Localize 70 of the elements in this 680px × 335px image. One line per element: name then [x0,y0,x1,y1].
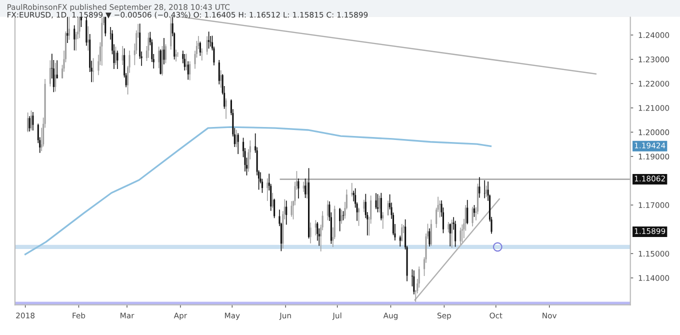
candlestick [451,219,453,248]
candlestick [342,210,344,221]
candlestick [378,195,380,213]
candlestick [74,24,76,51]
candlestick [225,98,227,120]
candlestick [186,53,188,71]
candlestick [237,132,239,154]
candlestick [114,46,116,66]
candlestick [290,200,292,218]
candlestick [454,220,456,248]
line-series [24,126,492,256]
candlestick [189,60,191,81]
candlestick [66,16,68,44]
candlestick [339,208,341,232]
candlestick [375,192,377,210]
candlestick [486,185,488,198]
candlestick [340,209,342,224]
candlestick [49,60,51,87]
candlestick [116,50,118,70]
candlestick [460,227,462,246]
candlestick [473,204,476,218]
candlestick [184,54,186,71]
candlestick [158,46,160,69]
candlestick [54,62,56,92]
candlestick [86,16,88,46]
candlestick [430,219,432,246]
candlestick [401,224,403,242]
candlestick [478,176,480,198]
candlestick [122,46,124,66]
candlestick [326,200,329,221]
candlestick [472,206,474,227]
candlestick [160,48,162,75]
candlestick [78,16,80,39]
candlestick [104,16,106,37]
candlestick [298,178,300,199]
candlestick [220,70,222,88]
candlestick [164,44,166,64]
candlestick [199,41,201,56]
candlestick [382,212,384,230]
candlestick [32,112,34,131]
candlestick [266,178,268,202]
candlestick [358,207,360,226]
candlestick [272,192,274,208]
candlestick [413,270,415,295]
candlestick [314,220,316,236]
candlestick [236,129,238,148]
candlestick [387,200,389,216]
candlestick [363,199,365,212]
candlestick [87,26,89,51]
candlestick [208,31,210,50]
candlestick [286,200,288,226]
candlestick [148,32,150,58]
candlestick [28,116,30,132]
candlestick [310,222,312,244]
candlestick [92,58,94,83]
candlestick [56,60,58,79]
candlestick [449,223,451,247]
candlestick [448,222,450,233]
candlestick [30,110,32,131]
candlestick [27,112,29,133]
candlestick [274,198,276,219]
candlestick [206,36,208,56]
candlestick [210,36,212,48]
candlestick [466,200,468,225]
candlestick [68,16,70,40]
candlestick [101,18,103,66]
candlestick [170,16,172,50]
candlestick [428,228,430,247]
candlestick [187,60,189,80]
candlestick [218,60,220,85]
